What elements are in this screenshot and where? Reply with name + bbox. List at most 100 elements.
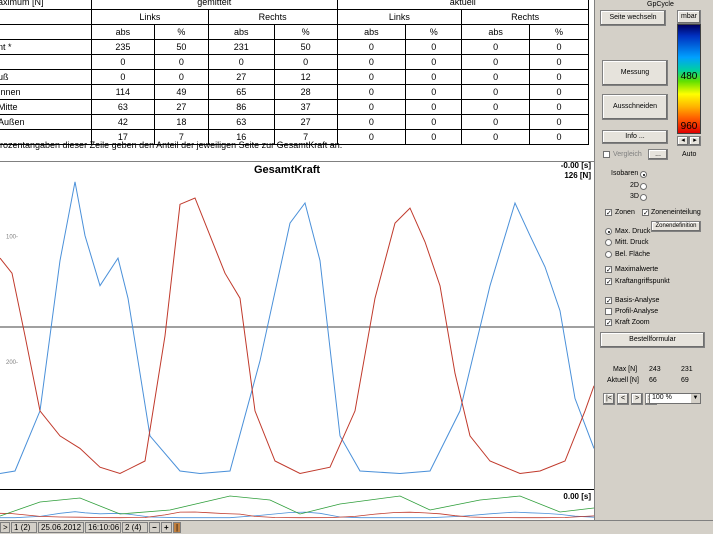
table-cell: 7 [273, 129, 338, 145]
series-line-1 [0, 197, 594, 475]
row-label: uß [0, 69, 92, 85]
table-cell: 0 [405, 69, 463, 85]
table-header-cell: abs [461, 24, 531, 40]
nav-prev-button[interactable]: < [617, 393, 629, 405]
table-row: Außen 42 18 63 27 0 0 0 0 [0, 114, 589, 130]
table-header-row: aximum [N] gemittelt aktuell [0, 0, 590, 10]
base-analysis-checkbox[interactable]: ✓ [605, 297, 612, 305]
table-row: Innen 114 49 65 28 0 0 0 0 [0, 84, 589, 100]
status-page: 1 (2) [11, 522, 37, 533]
table-cell: 0 [529, 99, 589, 115]
row-label: Innen [0, 84, 92, 100]
force-readout: 126 [N] [564, 171, 591, 180]
plus-button[interactable]: + [161, 522, 172, 533]
table-cell: 0 [529, 114, 589, 130]
zone-definition-button[interactable]: Zonendefinition [651, 221, 701, 232]
table-header-cell: abs [336, 24, 407, 40]
chart-frame [0, 161, 594, 490]
arrow-right-icon: ▸ [693, 137, 697, 144]
pressure-scale: 480 960 [677, 24, 701, 134]
force-zoom-checkbox[interactable]: ✓ [605, 319, 612, 327]
end-button[interactable]: | [173, 522, 181, 533]
base-analysis-label: Basis-Analyse [615, 297, 660, 304]
scale-left-button[interactable]: ◂ [677, 136, 689, 146]
table-cell: 0 [461, 129, 531, 145]
profile-analysis-checkbox[interactable] [605, 308, 612, 315]
mini-time-readout: 0.00 [s] [563, 492, 591, 501]
table-header-cell: abs [90, 24, 155, 40]
series-line-0 [0, 181, 594, 475]
table-header-cell: abs [207, 24, 275, 40]
info-button[interactable]: Info ... [602, 130, 668, 144]
force-chart[interactable]: 200- 100- [0, 161, 594, 490]
table-header-cell: Rechts [461, 9, 589, 25]
chart-title: GesamtKraft [254, 164, 321, 176]
max-values-label: Maximalwerte [615, 266, 659, 273]
current-force-label: Aktuell [N] [607, 377, 639, 384]
table-row: 0 0 0 0 0 0 0 0 [0, 54, 589, 70]
force-table: aximum [N] gemittelt aktuell Links Recht… [0, 0, 590, 145]
table-header-cell: gemittelt [90, 0, 338, 10]
table-cell: 0 [273, 54, 338, 70]
table-cell: 49 [153, 84, 209, 100]
nav-first-button[interactable]: |< [603, 393, 615, 405]
loaded-area-label: Bel. Fläche [615, 251, 651, 258]
row-label: nt * [0, 39, 92, 55]
isobars-radio[interactable] [640, 171, 647, 178]
view-2d-radio[interactable] [640, 183, 647, 190]
table-cell: 0 [405, 99, 463, 115]
nav-next-button[interactable]: > [631, 393, 643, 405]
max-pressure-radio[interactable] [605, 228, 612, 235]
unit-button[interactable]: mbar [677, 10, 701, 24]
table-cell: 27 [153, 99, 209, 115]
table-cell: 0 [529, 129, 589, 145]
force-point-label: Kraftangriffspunkt [615, 278, 670, 285]
status-arrow[interactable]: > [0, 522, 10, 533]
zone-division-label: Zoneneinteilung [651, 209, 701, 216]
zones-checkbox[interactable]: ✓ [605, 209, 612, 217]
zone-division-checkbox[interactable]: ✓ [642, 209, 649, 217]
table-cell: 27 [273, 114, 338, 130]
status-bar: > 1 (2) 25.06.2012 16:10:06 2 (4) − + | [0, 520, 713, 534]
table-cell: 231 [207, 39, 275, 55]
view-3d-label: 3D [630, 193, 639, 200]
row-label [0, 54, 92, 70]
scale-right-button[interactable]: ▸ [689, 136, 701, 146]
status-time: 16:10:06 [85, 522, 121, 533]
table-header-cell: aktuell [336, 0, 590, 10]
order-form-button[interactable]: Bestellformular [600, 332, 705, 348]
max-force-left: 243 [649, 366, 661, 373]
table-header-cell: % [529, 24, 589, 40]
table-cell [0, 9, 92, 25]
scale-label: 960 [680, 121, 698, 132]
table-cell: 0 [405, 39, 463, 55]
mean-pressure-radio[interactable] [605, 239, 612, 246]
measure-button[interactable]: Messung [602, 60, 668, 86]
status-count: 2 (4) [122, 522, 148, 533]
mini-overview-chart[interactable] [0, 490, 594, 520]
loaded-area-radio[interactable] [605, 251, 612, 258]
table-cell: 0 [153, 69, 209, 85]
compare-label: Vergleich [613, 151, 642, 158]
view-3d-radio[interactable] [640, 194, 647, 201]
max-values-checkbox[interactable]: ✓ [605, 266, 612, 274]
table-cell: 0 [461, 84, 531, 100]
zoom-value: 100 % [652, 394, 672, 401]
cut-button[interactable]: Ausschneiden [602, 94, 668, 120]
scale-auto-label: Auto [682, 151, 697, 158]
zoom-select[interactable]: 100 % ▼ [649, 393, 701, 404]
max-force-right: 231 [681, 366, 693, 373]
table-cell: 0 [336, 84, 407, 100]
table-note: rozentangaben dieser Zeile geben den Ant… [0, 140, 343, 150]
table-cell: 0 [529, 84, 589, 100]
table-header-cell: Links [90, 9, 209, 25]
page-switch-button[interactable]: Seite wechseln [600, 10, 666, 26]
minus-button[interactable]: − [149, 522, 160, 533]
force-point-checkbox[interactable]: ✓ [605, 278, 612, 286]
status-date: 25.06.2012 [38, 522, 84, 533]
table-cell: 27 [207, 69, 275, 85]
row-label: Mitte [0, 99, 92, 115]
table-cell: 0 [461, 99, 531, 115]
compare-options-button[interactable]: ... [648, 149, 668, 160]
compare-checkbox[interactable] [603, 151, 610, 158]
